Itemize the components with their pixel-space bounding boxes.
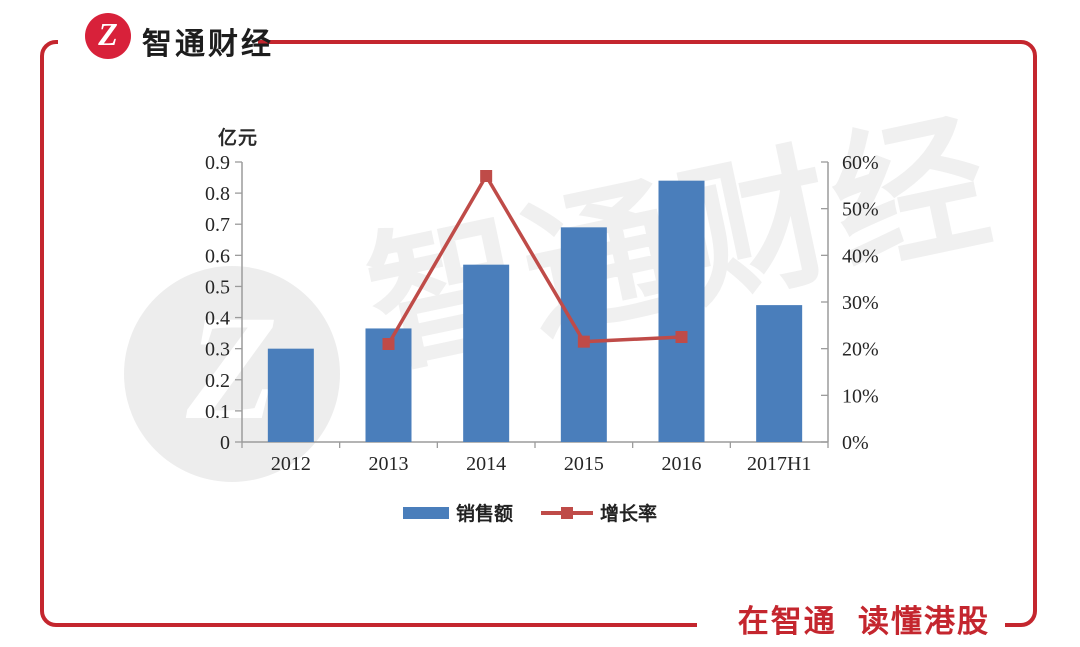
x-axis-label: 2016 [662,453,702,475]
left-axis-tick-label: 0.8 [205,183,230,205]
left-axis-tick-label: 0.9 [205,152,230,174]
left-axis-tick-label: 0.5 [205,276,230,298]
x-axis-label: 2013 [369,453,409,475]
x-axis-label: 2015 [564,453,604,475]
bar-2017H1 [756,305,803,442]
right-axis-tick-label: 60% [842,152,879,174]
frame-gap-bottom [697,617,1005,633]
bar-2012 [267,348,314,442]
right-axis-tick-label: 20% [842,339,879,361]
chart-legend: 销售额 增长率 [150,499,910,526]
legend-label-growth: 增长率 [600,504,658,525]
left-axis-tick-label: 0.2 [205,370,230,392]
legend-item-sales: 销售额 [402,499,513,526]
brand-logo-icon: Z [85,13,131,59]
bar-2015 [560,227,607,442]
left-axis-tick-label: 0.1 [205,401,230,423]
chart-area: 0 0.1 0.2 0.3 0.4 0.5 0.6 0.7 0.8 0.9 0% 10% 20% 30% 4… [150,112,910,492]
right-axis-tick-label: 40% [842,245,879,267]
bar-2014 [463,264,510,442]
legend-bar-swatch-icon [402,506,449,519]
growth-line [386,172,682,345]
left-axis-tick-label: 0 [220,432,230,454]
legend-line-swatch-icon [541,506,593,519]
growth-marker-2013 [382,338,395,350]
legend-label-sales: 销售额 [455,504,513,525]
card-frame [40,40,1037,627]
left-axis-title: 亿元 [218,128,259,149]
x-axis-label: 2017H1 [747,453,811,475]
growth-marker-2015 [577,335,590,348]
growth-marker-2016 [675,331,688,343]
watermark-logo-glyph-icon: Z [186,285,278,451]
x-axis-label: 2014 [466,453,506,475]
bar-line-chart: 0 0.1 0.2 0.3 0.4 0.5 0.6 0.7 0.8 0.9 0% 10% 20% 30% 4… [205,152,879,475]
x-axis-label: 2012 [271,453,311,475]
right-axis-tick-label: 50% [842,199,879,221]
legend-item-growth: 增长率 [541,499,657,526]
left-axis-tick-label: 0.7 [205,214,230,236]
left-axis-tick-label: 0.6 [205,245,230,267]
left-axis-tick-label: 0.4 [205,308,230,330]
left-axis-tick-label: 0.3 [205,339,230,361]
growth-marker-2014 [480,170,493,182]
brand-tagline: 在智通 读懂港股 [737,604,990,639]
right-axis-tick-label: 0% [842,432,869,454]
right-axis-tick-label: 30% [842,292,879,314]
brand-name: 智通财经 [142,28,274,61]
right-axis-tick-label: 10% [842,385,879,407]
bar-2016 [658,180,705,442]
brand-logo-glyph: Z [98,16,118,52]
